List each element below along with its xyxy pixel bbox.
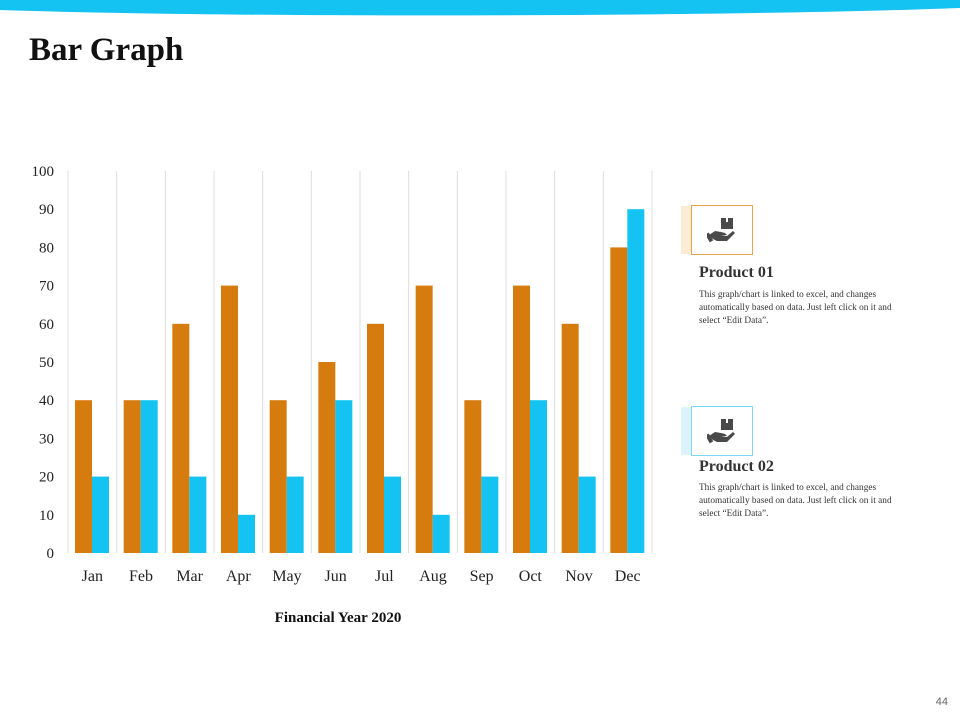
bar-product-02-oct — [530, 400, 547, 553]
bar-product-01-jul — [367, 323, 384, 553]
legend-title-product-01: Product 01 — [699, 264, 774, 281]
y-tick-label: 90 — [39, 202, 54, 218]
page-number: 44 — [935, 696, 948, 708]
legend-icon-box-product-02 — [681, 406, 753, 456]
legend-description-product-01: This graph/chart is linked to excel, and… — [699, 290, 892, 326]
bar-product-01-jun — [318, 362, 336, 553]
bar-product-02-apr — [238, 514, 255, 553]
bar-product-01-jan — [75, 400, 92, 553]
y-tick-label: 40 — [39, 393, 54, 409]
bar-product-02-nov — [578, 476, 596, 553]
x-tick-label: Nov — [565, 568, 593, 585]
bar-product-02-feb — [140, 400, 158, 553]
y-tick-label: 50 — [39, 355, 54, 371]
top-wave-decoration — [0, 0, 960, 16]
bar-product-01-oct — [513, 285, 530, 553]
x-axis-title: Financial Year 2020 — [275, 610, 402, 626]
bar-product-01-aug — [415, 285, 433, 553]
x-tick-label: Jun — [325, 568, 347, 585]
y-tick-label: 20 — [39, 470, 54, 486]
x-tick-label: Apr — [226, 568, 252, 585]
x-tick-label: Oct — [519, 568, 543, 585]
y-tick-label: 10 — [39, 508, 54, 524]
y-tick-label: 80 — [39, 240, 54, 256]
chart-grid — [67, 171, 653, 553]
bar-chart: 0 10 20 30 40 50 60 70 80 90 100 Jan Feb Mar Apr May Ju… — [32, 164, 653, 626]
x-tick-label: Feb — [129, 568, 153, 585]
bar-product-02-aug — [432, 514, 450, 553]
x-tick-label: Aug — [419, 568, 447, 585]
bar-product-02-jun — [335, 400, 353, 553]
bar-product-01-dec — [610, 247, 628, 553]
y-axis: 0 10 20 30 40 50 60 70 80 90 100 — [32, 164, 55, 562]
bar-product-01-may — [269, 400, 287, 553]
y-tick-label: 60 — [39, 317, 54, 333]
y-tick-label: 0 — [47, 546, 55, 562]
bar-product-01-feb — [123, 400, 141, 553]
bar-product-02-sep — [481, 476, 499, 553]
y-tick-label: 70 — [39, 279, 54, 295]
legend-description-product-02: This graph/chart is linked to excel, and… — [699, 483, 892, 519]
y-tick-label: 100 — [32, 164, 55, 180]
bar-product-01-sep — [464, 400, 482, 553]
legend-icon-box-product-01 — [681, 205, 753, 255]
legend-title-product-02: Product 02 — [699, 458, 774, 475]
x-tick-label: Jul — [375, 568, 394, 585]
bar-product-02-may — [286, 476, 304, 553]
chart-bars — [75, 209, 645, 553]
bar-product-02-mar — [189, 476, 207, 553]
bar-product-01-mar — [172, 323, 190, 553]
x-axis: Jan Feb Mar Apr May Jun Jul Aug Sep Oct Nov Dec — [82, 568, 641, 585]
slide-title: Bar Graph — [29, 32, 184, 68]
bar-product-01-nov — [561, 323, 579, 553]
bar-product-02-jan — [92, 476, 109, 553]
x-tick-label: Sep — [470, 568, 494, 585]
bar-product-02-dec — [627, 209, 645, 553]
x-tick-label: May — [272, 568, 301, 585]
bar-product-01-apr — [221, 285, 238, 553]
hand-holding-box-icon — [707, 419, 735, 444]
x-tick-label: Mar — [176, 568, 203, 585]
y-tick-label: 30 — [39, 431, 54, 447]
bar-product-02-jul — [384, 476, 401, 553]
x-tick-label: Dec — [615, 568, 641, 585]
hand-holding-box-icon — [707, 218, 735, 243]
x-tick-label: Jan — [82, 568, 103, 585]
